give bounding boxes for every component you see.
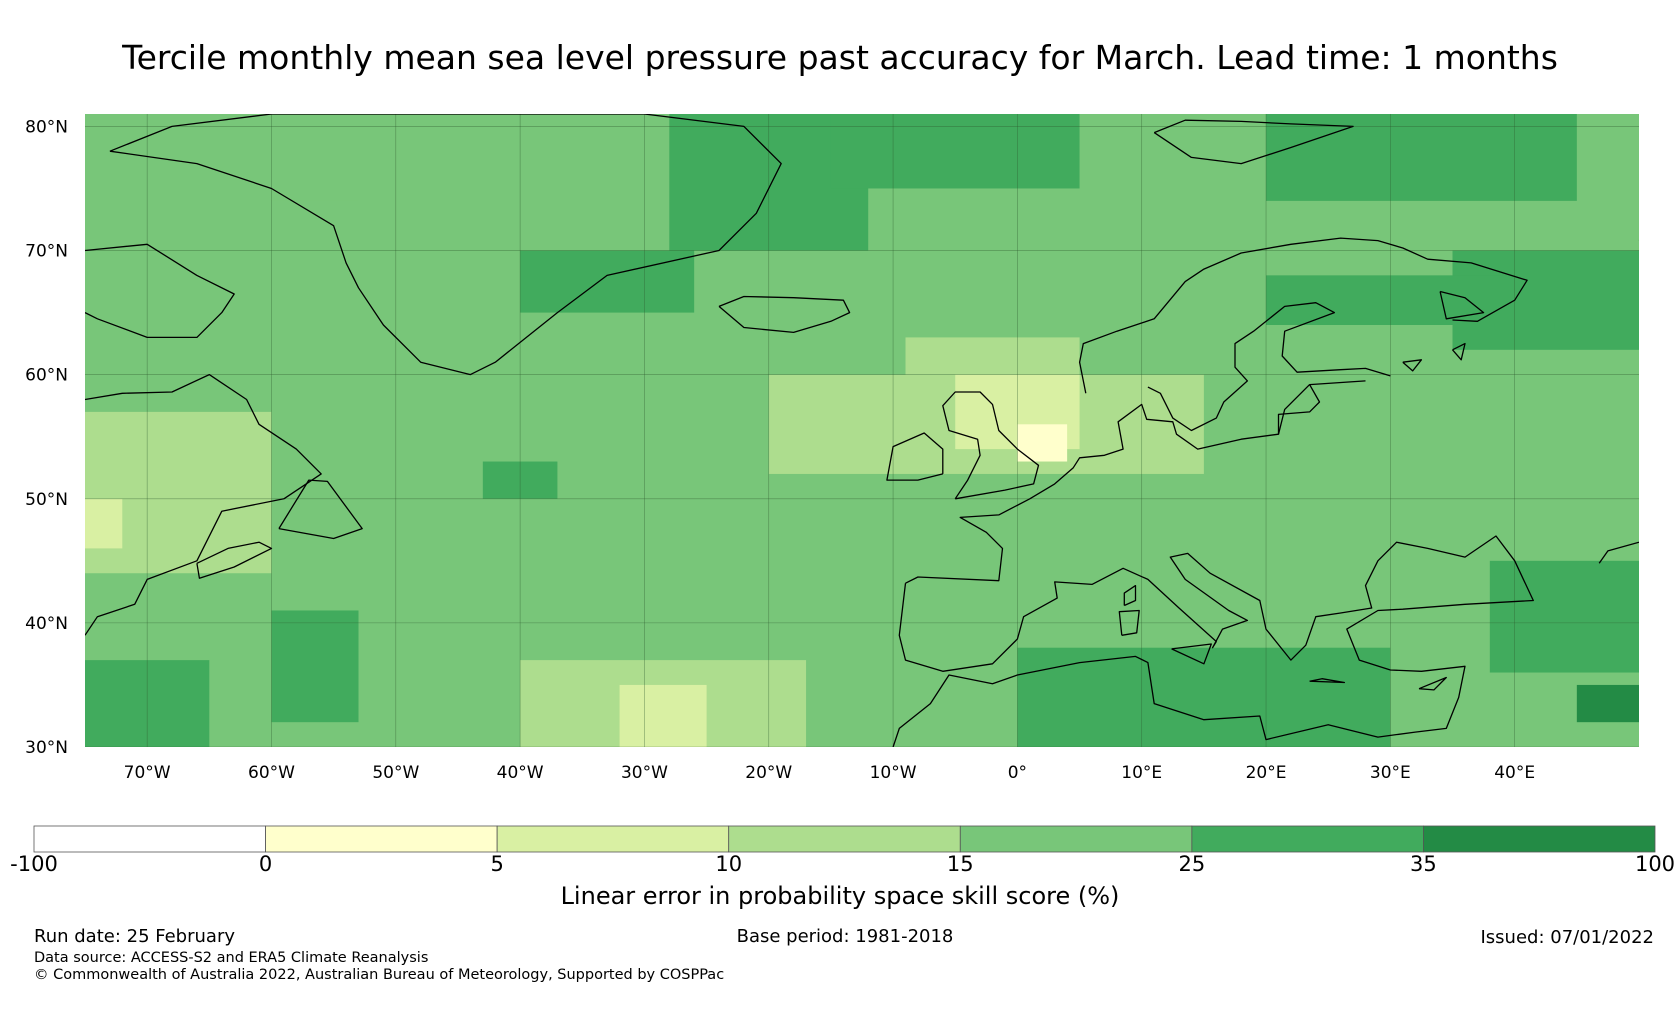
skill-region-10 [85,411,272,574]
coastline-novaya-zemlya [1638,239,1639,241]
lon-label-10: 10°E [1121,763,1162,783]
colorbar-bin-15-25 [959,825,1193,853]
lat-label-70: 70°N [25,242,68,262]
graticule [85,114,1639,747]
coastline-ireland [886,432,944,481]
map-title: Tercile monthly mean sea level pressure … [122,38,1558,77]
colorbar-tick-3: 10 [715,852,743,876]
lon-label-30: 30°E [1370,763,1411,783]
colorbar-bin-5-10 [496,825,730,853]
lon-label--70: 70°W [124,763,171,783]
skill-region-17 [619,684,707,747]
coastline-sicily [1171,643,1212,665]
lon-label-20: 20°E [1246,763,1287,783]
coastline-ladoga-2 [1452,342,1466,361]
lon-label--60: 60°W [248,763,295,783]
skill-region-19 [1489,560,1639,673]
lon-label--10: 10°W [870,763,917,783]
data-source: Data source: ACCESS-S2 and ERA5 Climate … [34,950,429,966]
skill-region-1 [271,610,359,723]
coastline-great-britain [942,391,1040,500]
colorbar-bin-35-100 [1423,825,1656,853]
lat-label-40: 40°N [25,614,68,634]
skill-score-field [85,114,1639,747]
colorbar-tick-6: 35 [1410,852,1437,876]
coastline-iceland [718,295,851,334]
colorbar-bin-10-15 [728,825,961,853]
longitude-labels: 70°W 60°W 50°W 40°W 30°W 20°W 10°W 0° 10°E 20°E 30… [124,763,1535,783]
skill-region-6 [1266,114,1577,201]
skill-region-4 [520,250,695,313]
lon-label--40: 40°W [497,763,544,783]
colorbar-tick-7: 100 [1634,852,1676,876]
lon-label--20: 20°W [745,763,792,783]
copyright: © Commonwealth of Australia 2022, Austra… [34,967,725,983]
colorbar-label: Linear error in probability space skill … [560,882,1120,910]
run-date: Run date: 25 February [34,926,235,947]
coastline-europe [892,535,1534,747]
latitude-labels: 80°N 70°N 60°N 50°N 40°N 30°N [25,117,68,758]
lon-label--50: 50°W [372,763,419,783]
lat-label-80: 80°N [25,117,68,137]
coastline-crete [1309,678,1346,684]
coastline-nova-scotia [196,541,273,579]
coastline-caspian [1598,541,1639,564]
coastline-sardinia [1118,609,1140,636]
coastline-baffin-island [85,243,235,339]
lon-label--30: 30°W [621,763,668,783]
coastline-atlantic-europe [905,380,1366,584]
colorbar-bin--100-0 [33,825,266,853]
skill-region-5 [830,114,1080,189]
colorbar-tick-1: 0 [258,852,273,876]
skill-region-11 [85,498,123,549]
issued-date: Issued: 07/01/2022 [1480,927,1654,948]
coastline-white-sea [1439,290,1485,320]
colorbar [33,825,1656,853]
lon-label-0: 0° [1008,763,1027,783]
lon-label-40: 40°E [1494,763,1535,783]
skill-region-13 [905,337,1080,375]
coastline-sweden-finland-coast [1147,302,1391,432]
colorbar-bin-0-5 [265,825,498,853]
lat-label-50: 50°N [25,490,68,510]
base-period: Base period: 1981-2018 [736,926,954,947]
colorbar-tick-4: 15 [946,852,974,876]
coastline-onega-ladoga [1402,359,1423,372]
colorbar-bin-25-35 [1191,825,1424,853]
coastline-greenland [109,114,782,376]
coastline-north-america [85,373,322,636]
colorbar-tick-0: -100 [10,852,58,876]
coastline-baltic-east [1277,384,1321,435]
colorbar-tick-2: 5 [490,852,504,876]
skill-region-20 [1576,684,1639,723]
coastline-corsica [1123,584,1137,607]
coastlines [85,114,1639,747]
coastline-newfoundland [278,479,363,540]
lat-label-30: 30°N [25,738,68,758]
colorbar-tick-5: 25 [1178,852,1206,876]
lat-label-60: 60°N [25,366,68,386]
skill-region-2 [271,200,359,325]
coastline-svalbard [1153,119,1354,165]
skill-region-15 [1017,424,1068,462]
coastline-scandinavia [1078,237,1528,394]
coastline-cyprus [1418,676,1447,691]
